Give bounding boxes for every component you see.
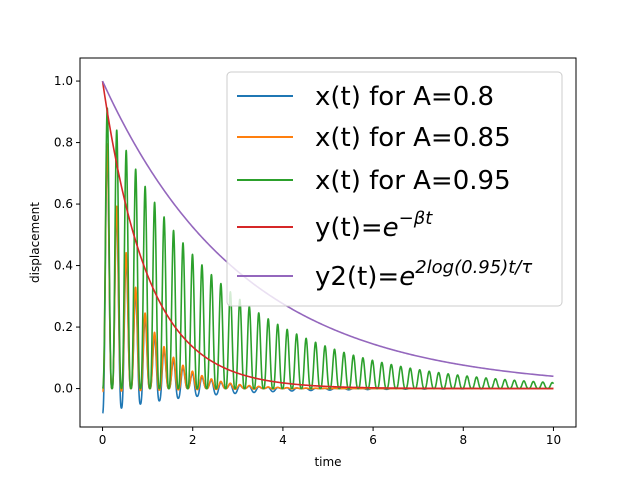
series-line-3 (101, 107, 555, 390)
legend: x(t) for A=0.8 x(t) for A=0.85 x(t) for A=… (226, 71, 563, 307)
y-tick-label: 0.4 (54, 259, 73, 273)
series-lines (101, 80, 555, 414)
legend-box (226, 71, 563, 307)
y-axis-ticks: 0.0 0.2 0.4 0.6 0.8 1.0 (54, 74, 80, 396)
axes-frame (79, 57, 577, 428)
x-tick-label: 0 (99, 433, 107, 447)
y-tick-label: 0.6 (54, 197, 73, 211)
y-axis-label: displacement (28, 202, 42, 283)
x-axis-ticks: 0 2 4 6 8 10 (99, 427, 561, 447)
legend-entry: x(t) for A=0.8 (315, 82, 494, 112)
x-tick-label: 8 (459, 433, 467, 447)
x-tick-label: 10 (546, 433, 561, 447)
y-tick-label: 1.0 (54, 74, 73, 88)
x-axis-label: time (314, 455, 341, 469)
y-tick-label: 0.8 (54, 136, 73, 150)
series-line-5 (101, 80, 554, 378)
legend-entry: x(t) for A=0.95 (315, 166, 511, 196)
legend-entry: x(t) for A=0.85 (315, 123, 511, 153)
x-tick-label: 4 (279, 433, 287, 447)
legend-entry: y2(t)=e2log(0.95)t/τ (315, 257, 532, 292)
legend-entry: y(t)=e−βt (315, 208, 433, 243)
x-tick-label: 6 (369, 433, 377, 447)
series-line-4 (101, 80, 554, 390)
x-tick-label: 2 (189, 433, 197, 447)
y-tick-label: 0.2 (54, 320, 73, 334)
y-tick-label: 0.0 (54, 382, 73, 396)
